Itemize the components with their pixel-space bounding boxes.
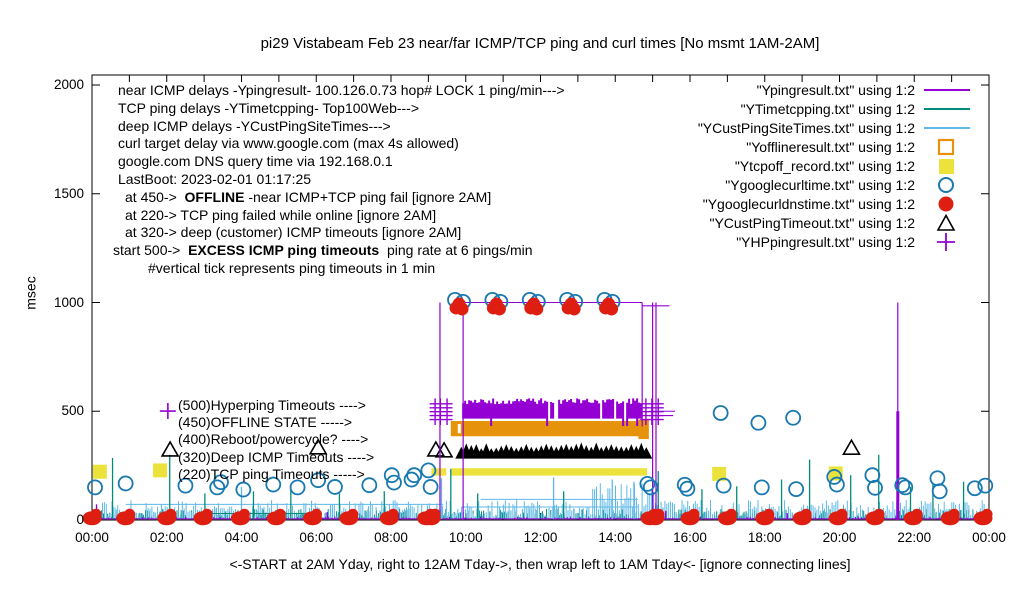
y-tick-label: 2000: [53, 77, 84, 92]
info-line: TCP ping delays -YTimetcpping- Top100Web…: [118, 99, 420, 116]
info-line: start 500-> EXCESS ICMP ping timeouts pi…: [113, 242, 533, 259]
level-label: (500)Hyperping Timeouts ---->: [178, 397, 366, 413]
x-tick-label: 10:00: [448, 530, 483, 545]
chart-title: pi29 Vistabeam Feb 23 near/far ICMP/TCP …: [260, 35, 820, 52]
info-line: near ICMP delays -Ypingresult- 100.126.0…: [118, 82, 565, 98]
legend-label: "YCustPingTimeout.txt" using 1:2: [709, 214, 915, 231]
legend: "Ypingresult.txt" using 1:2 "YTimetcpping…: [690, 80, 979, 251]
info-line: LastBoot: 2023-02-01 01:17:25: [118, 170, 312, 187]
legend-label: "YCustPingSiteTimes.txt" using 1:2: [697, 119, 915, 136]
legend-label: "YHPpingresult.txt" using 1:2: [736, 233, 915, 250]
legend-label: "YTimetcpping.txt" using 1:2: [740, 100, 915, 117]
legend-item: "YTimetcpping.txt" using 1:2: [690, 99, 979, 118]
legend-item: "Ypingresult.txt" using 1:2: [690, 80, 979, 99]
legend-label: "Ypingresult.txt" using 1:2: [756, 81, 915, 98]
legend-sample-open-triangle-icon: [915, 213, 979, 232]
legend-item: "Ytcpoff_record.txt" using 1:2: [690, 156, 979, 175]
level-annotations: (500)Hyperping Timeouts ----> (450)OFFLIN…: [178, 397, 374, 483]
info-line: #vertical tick represents ping timeouts …: [148, 259, 436, 276]
legend-sample-filled-circle-icon: [915, 195, 979, 213]
info-annotations: near ICMP delays -Ypingresult- 100.126.0…: [113, 82, 565, 278]
info-line: at 450-> OFFLINE -near ICMP+TCP ping fai…: [125, 188, 492, 205]
x-tick-label: 00:00: [972, 530, 1006, 545]
info-line: deep ICMP delays -YCustPingSiteTimes--->: [118, 117, 391, 134]
x-tick-label: 14:00: [598, 530, 633, 545]
info-line: curl target delay via www.google.com (ma…: [118, 135, 459, 152]
x-tick-label: 04:00: [224, 530, 259, 545]
legend-sample-open-circle-icon: [915, 176, 979, 194]
legend-sample-line-icon: [915, 100, 979, 118]
y-tick-label: 0: [76, 512, 84, 527]
legend-label: "Ygooglecurldnstime.txt" using 1:2: [702, 195, 915, 212]
x-axis-label: <-START at 2AM Yday, right to 12AM Tday-…: [229, 556, 851, 572]
level-label: (320)Deep ICMP Timeouts ---->: [178, 448, 375, 465]
info-line: at 220-> TCP ping failed while online [i…: [125, 206, 437, 223]
legend-sample-plus-icon: [915, 232, 979, 251]
y-tick-label: 1000: [53, 294, 84, 310]
legend-label: "Ygooglecurltime.txt" using 1:2: [725, 176, 915, 193]
x-tick-label: 06:00: [299, 530, 334, 545]
x-tick-label: 22:00: [897, 530, 932, 545]
legend-item: "Ygooglecurldnstime.txt" using 1:2: [690, 194, 979, 213]
legend-sample-filled-square-icon: [915, 157, 979, 175]
x-tick-label: 08:00: [374, 530, 408, 545]
legend-label: "Yofflineresult.txt" using 1:2: [746, 138, 915, 155]
level-label: (400)Reboot/powercycle? ---->: [178, 431, 369, 448]
legend-item: "Yofflineresult.txt" using 1:2: [690, 137, 979, 156]
legend-label: "Ytcpoff_record.txt" using 1:2: [734, 157, 915, 174]
legend-sample-open-square-icon: [915, 138, 979, 156]
legend-item: "Ygooglecurltime.txt" using 1:2: [690, 175, 979, 194]
legend-sample-line-icon: [915, 81, 979, 99]
info-line: at 320-> deep (customer) ICMP timeouts […: [125, 224, 462, 241]
y-tick-label: 500: [61, 403, 84, 419]
x-tick-label: 20:00: [822, 530, 857, 545]
level-label: (220)TCP ping Timeouts ----->: [178, 465, 365, 482]
x-tick-label: 00:00: [75, 530, 109, 545]
x-tick-label: 18:00: [747, 530, 782, 545]
x-tick-label: 16:00: [673, 530, 707, 545]
level-label: (450)OFFLINE STATE ----->: [178, 414, 353, 431]
x-tick-label: 12:00: [523, 530, 558, 545]
legend-item: "YCustPingSiteTimes.txt" using 1:2: [690, 118, 979, 137]
legend-sample-line-icon: [915, 119, 979, 137]
x-tick-label: 02:00: [149, 530, 184, 545]
legend-item: "YCustPingTimeout.txt" using 1:2: [690, 213, 979, 232]
legend-item: "YHPpingresult.txt" using 1:2: [690, 232, 979, 251]
info-line: google.com DNS query time via 192.168.0.…: [118, 153, 393, 170]
y-tick-label: 1500: [53, 185, 84, 201]
